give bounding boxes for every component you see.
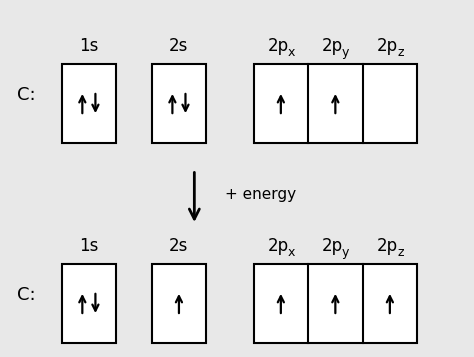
Text: 1s: 1s <box>79 237 99 255</box>
Text: z: z <box>397 46 403 59</box>
Text: C:: C: <box>17 86 36 104</box>
Text: + energy: + energy <box>225 187 296 202</box>
Text: 2s: 2s <box>169 37 189 55</box>
Text: x: x <box>288 46 295 59</box>
Text: 2p: 2p <box>322 37 343 55</box>
Bar <box>152 264 206 343</box>
Text: 2p: 2p <box>267 37 289 55</box>
Bar <box>152 64 206 143</box>
Bar <box>254 264 417 343</box>
Text: 2s: 2s <box>169 237 189 255</box>
Bar <box>62 264 116 343</box>
Text: y: y <box>342 246 349 259</box>
Bar <box>62 64 116 143</box>
Text: x: x <box>288 246 295 259</box>
Text: 1s: 1s <box>79 37 99 55</box>
Text: 2p: 2p <box>376 37 398 55</box>
Bar <box>254 64 417 143</box>
Text: C:: C: <box>17 286 36 303</box>
Text: 2p: 2p <box>267 237 289 255</box>
Text: 2p: 2p <box>322 237 343 255</box>
Text: y: y <box>342 46 349 59</box>
Text: z: z <box>397 246 403 259</box>
Text: 2p: 2p <box>376 237 398 255</box>
